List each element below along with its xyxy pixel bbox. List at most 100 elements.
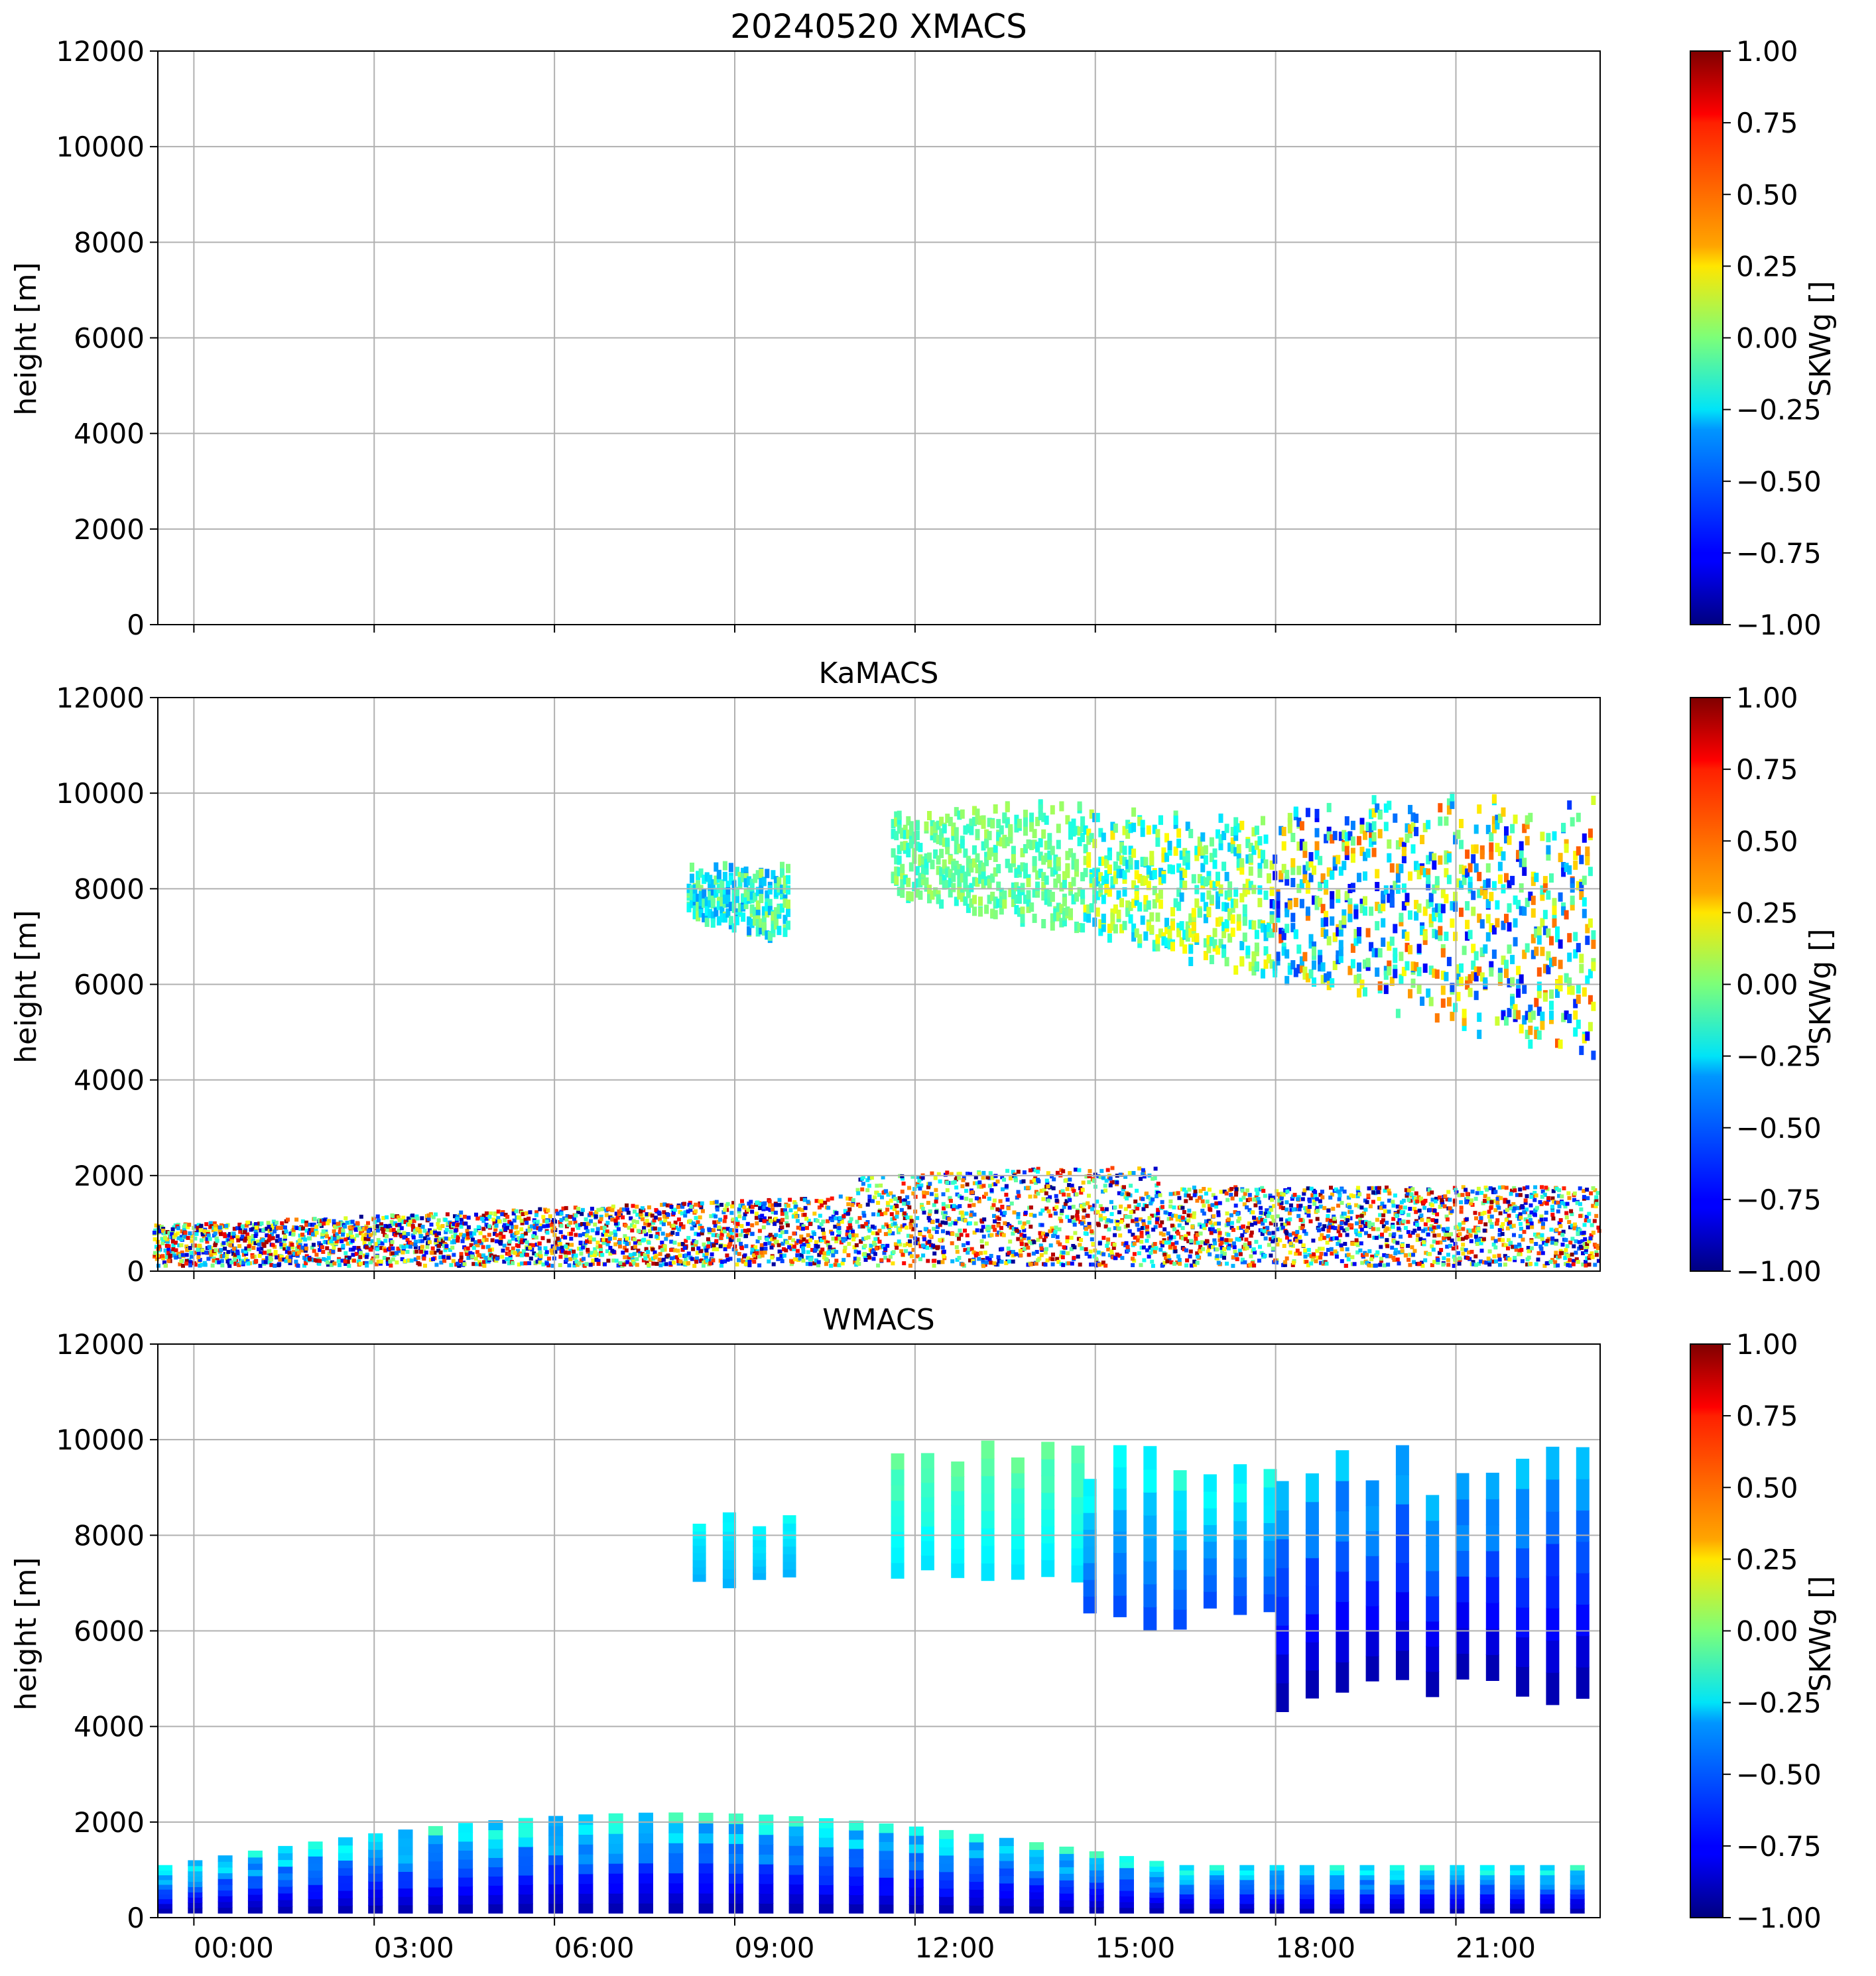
noise-pixel [1023, 1210, 1028, 1215]
noise-pixel [1155, 1220, 1159, 1225]
noise-pixel [1243, 1260, 1247, 1265]
noise-pixel [1303, 1206, 1308, 1210]
noise-pixel [1251, 1210, 1255, 1215]
noise-pixel [968, 1221, 972, 1225]
noise-pixel [414, 1249, 419, 1254]
noise-pixel [908, 1243, 912, 1247]
noise-pixel [1549, 1227, 1554, 1232]
noise-pixel [658, 1252, 662, 1257]
noise-pixel [1192, 1211, 1196, 1215]
noise-pixel [1088, 1254, 1092, 1259]
noise-pixel [1554, 1254, 1558, 1258]
noise-pixel [376, 1238, 381, 1243]
noise-pixel [637, 1241, 642, 1245]
noise-pixel [681, 1224, 686, 1229]
noise-pixel [918, 1257, 922, 1261]
noise-pixel [1330, 1221, 1334, 1226]
noise-pixel [1040, 1231, 1045, 1236]
noise-pixel [1491, 1187, 1496, 1192]
noise-pixel [607, 1234, 612, 1239]
noise-pixel [1414, 1221, 1419, 1225]
noise-pixel [1388, 1233, 1393, 1237]
noise-pixel [1213, 1229, 1218, 1233]
noise-pixel [1307, 1205, 1312, 1209]
noise-pixel [985, 1256, 989, 1261]
noise-pixel [604, 1223, 609, 1228]
noise-pixel [1576, 1260, 1580, 1264]
noise-pixel [232, 1227, 237, 1231]
noise-pixel [257, 1221, 262, 1226]
noise-pixel [979, 1251, 983, 1255]
noise-pixel [1361, 1253, 1365, 1257]
noise-pixel [1471, 1262, 1475, 1266]
noise-pixel [1139, 1245, 1144, 1250]
noise-pixel [723, 1207, 727, 1212]
noise-pixel [1239, 1198, 1243, 1202]
noise-pixel [879, 1183, 883, 1188]
noise-pixel [982, 1217, 987, 1221]
noise-pixel [1231, 1241, 1236, 1246]
noise-pixel [729, 1238, 733, 1243]
noise-pixel [1450, 1209, 1454, 1213]
noise-pixel [689, 1204, 694, 1209]
noise-pixel [1088, 1205, 1092, 1209]
noise-pixel [1571, 1262, 1576, 1266]
noise-pixel [1288, 1203, 1293, 1207]
cloud-pixel [704, 872, 710, 882]
noise-pixel [982, 1194, 986, 1199]
noise-pixel [1019, 1239, 1024, 1243]
noise-pixel [824, 1257, 829, 1262]
noise-pixel [773, 1217, 778, 1221]
noise-pixel [1503, 1254, 1507, 1259]
noise-pixel [590, 1253, 594, 1257]
noise-pixel [459, 1259, 463, 1263]
noise-pixel [1245, 1188, 1249, 1193]
noise-pixel [1387, 1209, 1391, 1214]
noise-pixel [1064, 1178, 1069, 1182]
noise-pixel [657, 1210, 661, 1215]
noise-pixel [980, 1219, 985, 1224]
noise-pixel [1266, 1213, 1271, 1218]
noise-pixel [1517, 1243, 1521, 1247]
noise-pixel [322, 1257, 326, 1261]
noise-pixel [539, 1223, 544, 1228]
noise-pixel [171, 1247, 176, 1251]
noise-pixel [1207, 1204, 1212, 1208]
noise-pixel [1333, 1219, 1337, 1223]
noise-pixel [225, 1252, 229, 1257]
noise-pixel [1296, 1213, 1301, 1218]
noise-pixel [755, 1251, 759, 1255]
noise-pixel [867, 1198, 872, 1203]
noise-pixel [651, 1247, 655, 1252]
noise-pixel [1284, 1230, 1288, 1235]
noise-pixel [190, 1234, 195, 1239]
noise-pixel [500, 1212, 505, 1217]
noise-pixel [826, 1241, 830, 1245]
noise-pixel [715, 1205, 719, 1209]
noise-pixel [564, 1217, 569, 1222]
noise-pixel [263, 1260, 268, 1265]
noise-pixel [750, 1205, 755, 1209]
noise-pixel [1333, 1249, 1338, 1254]
noise-pixel [1109, 1200, 1113, 1204]
noise-pixel [853, 1257, 857, 1261]
noise-pixel [482, 1263, 487, 1268]
noise-pixel [794, 1204, 798, 1209]
noise-pixel [590, 1228, 595, 1233]
noise-pixel [691, 1247, 696, 1251]
noise-pixel [155, 1257, 159, 1261]
cloud-pixel [714, 875, 719, 885]
noise-pixel [219, 1232, 223, 1237]
noise-pixel [987, 1184, 992, 1188]
noise-pixel [267, 1225, 271, 1229]
noise-pixel [1115, 1220, 1120, 1225]
noise-pixel [477, 1253, 481, 1257]
noise-pixel [1149, 1251, 1153, 1255]
noise-pixel [603, 1262, 607, 1266]
noise-pixel [1459, 1200, 1464, 1205]
noise-pixel [829, 1263, 834, 1268]
noise-pixel [1153, 1166, 1158, 1171]
noise-pixel [1234, 1190, 1239, 1195]
noise-pixel [833, 1263, 838, 1267]
noise-pixel [1564, 1211, 1569, 1215]
